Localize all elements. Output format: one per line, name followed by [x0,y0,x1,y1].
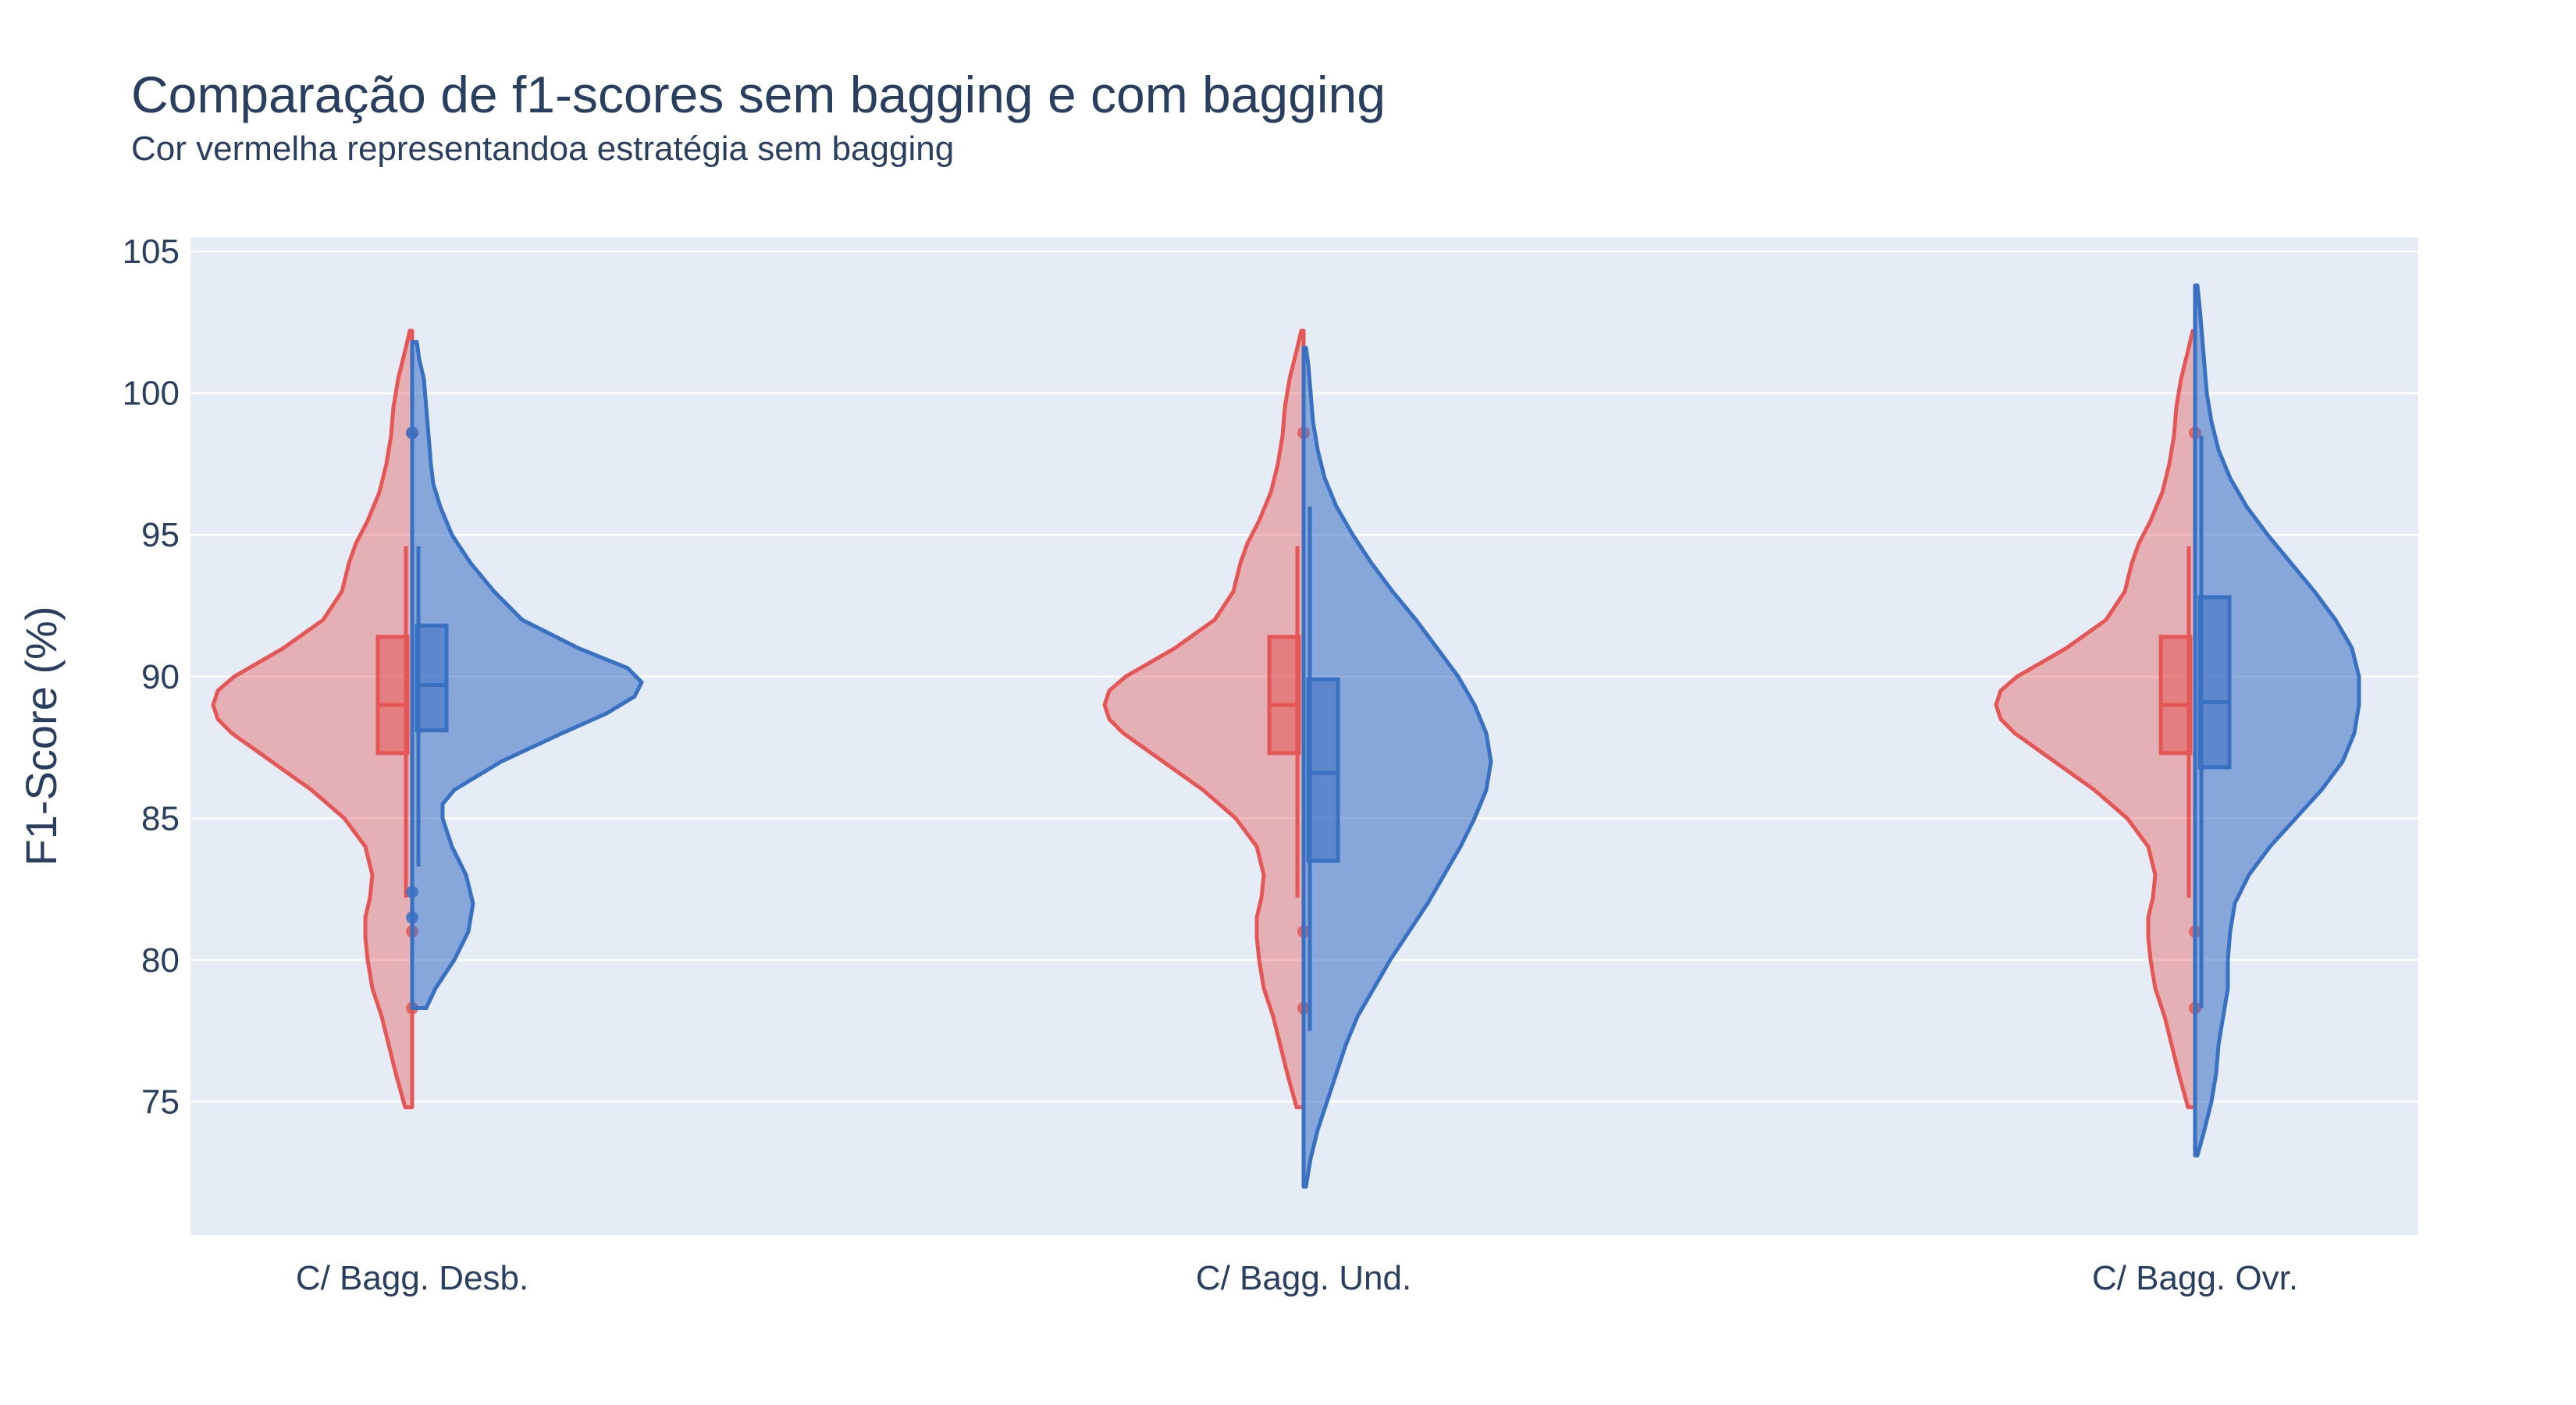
chart-subtitle: Cor vermelha representandoa estratégia s… [131,130,955,168]
outlier-point [406,911,418,924]
violin-negative-2 [1994,329,2197,1110]
box-iqr [415,623,449,733]
y-tick-label: 85 [141,799,180,838]
y-tick-label: 100 [123,375,180,413]
outlier-point [406,885,418,898]
violin-negative-0 [211,329,415,1110]
outlier-point [406,426,418,439]
y-tick-label: 105 [123,233,180,271]
x-tick-label: C/ Bagg. Ovr. [2092,1259,2298,1297]
y-tick-label: 75 [141,1083,180,1121]
x-tick-label: C/ Bagg. Desb. [296,1259,528,1297]
box-iqr [2197,595,2232,770]
y-tick-label: 80 [141,941,180,980]
y-axis-title: F1-Score (%) [16,606,66,866]
box-iqr [1306,677,1340,863]
violin-negative-1 [1102,329,1306,1110]
violin-positive-1 [1301,346,1493,1189]
box-iqr [1267,635,1301,756]
axis-ticks: 75 80 85 90 95 100 105 C/ Bagg. Desb. C/ Bagg. U… [123,233,2298,1297]
violins [211,283,2361,1189]
chart-title: Comparação de f1-scores sem bagging e co… [131,66,1386,123]
violin-positive-0 [410,340,644,1010]
box-iqr [375,635,410,756]
x-tick-label: C/ Bagg. Und. [1196,1259,1411,1297]
box-iqr [2158,635,2193,756]
violin-positive-2 [2193,283,2361,1158]
y-tick-label: 90 [141,658,180,696]
y-tick-label: 95 [141,516,180,554]
